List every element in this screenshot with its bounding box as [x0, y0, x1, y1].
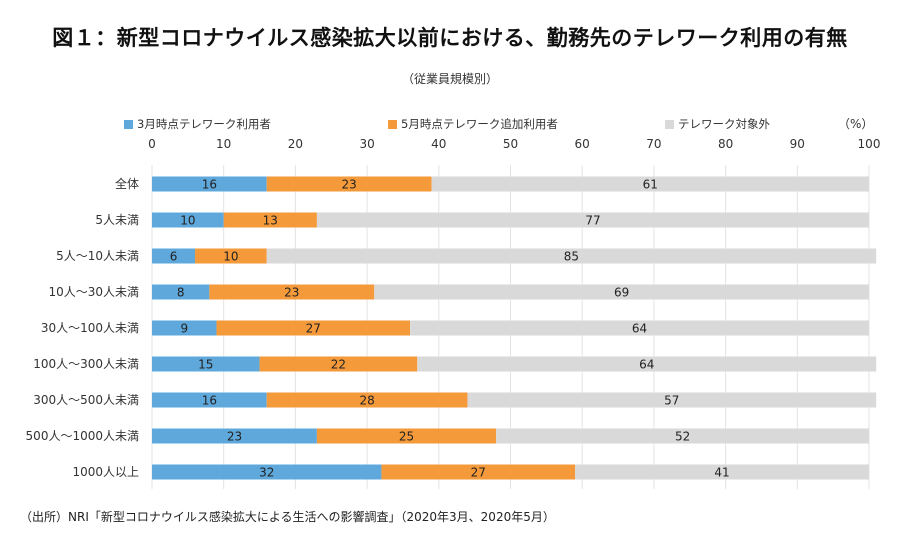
bar-segment: [410, 320, 869, 336]
bar-segment: [381, 464, 576, 480]
x-tick-label: 100: [858, 137, 881, 151]
category-label: 30人～100人未満: [41, 321, 139, 335]
legend-swatch-march: [124, 119, 133, 129]
data-label: 23: [227, 430, 242, 444]
data-label: 16: [202, 394, 217, 408]
bar-segment: [152, 212, 224, 228]
category-label: 5人未満: [95, 213, 139, 227]
bar-segment: [575, 464, 869, 480]
category-label: 5人～10人未満: [56, 249, 139, 263]
data-label: 13: [263, 214, 278, 228]
bar-segment: [266, 176, 432, 192]
data-label: 9: [180, 322, 188, 336]
data-label: 23: [284, 286, 299, 300]
bar-segment: [467, 392, 877, 408]
data-label: 27: [471, 466, 486, 480]
bar-segment: [209, 284, 375, 300]
data-label: 8: [177, 286, 185, 300]
data-label: 10: [180, 214, 195, 228]
bar-segment: [216, 320, 411, 336]
data-label: 57: [664, 394, 679, 408]
x-tick-labels: 0 10 20 30 40 50 60 70 80 90 100: [148, 137, 880, 151]
x-tick-label: 50: [503, 137, 518, 151]
bar-segment: [152, 392, 267, 408]
data-label: 10: [223, 250, 238, 264]
data-label: 41: [714, 466, 729, 480]
legend-swatch-may: [388, 119, 397, 129]
bar-segment: [152, 284, 210, 300]
gridlines: [151, 165, 870, 489]
data-label: 32: [259, 466, 274, 480]
chart-subtitle: （従業員規模別）: [401, 72, 498, 86]
bar-segment: [152, 176, 267, 192]
legend-item-may: 5月時点テレワーク追加利用者: [388, 116, 558, 132]
bar-segment: [316, 428, 497, 444]
bar-segment: [152, 320, 217, 336]
unit-label: （%）: [838, 117, 874, 131]
data-label: 64: [639, 358, 654, 372]
legend-item-march: 3月時点テレワーク利用者: [124, 116, 271, 132]
x-tick-label: 20: [288, 137, 303, 151]
data-label: 64: [632, 322, 647, 336]
legend-swatch-excluded: [665, 119, 674, 129]
source-note: （出所）NRI「新型コロナウイルス感染拡大による生活への影響調査」（2020年3…: [20, 510, 555, 524]
data-label: 52: [675, 430, 690, 444]
data-labels: 16 23 61 10 13 77 6 10 85 8 23 69 9 27 64 15 22 64 16 28 57 2…: [170, 178, 730, 480]
data-label: 25: [399, 430, 414, 444]
bar-segment: [374, 284, 869, 300]
data-label: 85: [564, 250, 579, 264]
data-label: 22: [331, 358, 346, 372]
legend-label-march: 3月時点テレワーク利用者: [137, 117, 271, 131]
data-label: 27: [306, 322, 321, 336]
data-label: 23: [342, 178, 357, 192]
category-label: 100人～300人未満: [33, 357, 139, 371]
x-tick-label: 30: [359, 137, 374, 151]
legend-label-may: 5月時点テレワーク追加利用者: [401, 117, 558, 131]
chart-title: 図１：新型コロナウイルス感染拡大以前における、勤務先のテレワーク利用の有無: [52, 26, 848, 50]
bar-segment: [266, 248, 877, 264]
x-tick-label: 0: [148, 137, 156, 151]
bars: [152, 176, 877, 480]
data-label: 69: [614, 286, 629, 300]
bar-segment: [152, 248, 196, 264]
bar-segment: [259, 356, 418, 372]
data-label: 16: [202, 178, 217, 192]
bar-segment: [195, 248, 267, 264]
bar-segment: [152, 356, 260, 372]
bar-segment: [431, 176, 869, 192]
x-tick-label: 60: [575, 137, 590, 151]
bar-segment: [152, 464, 382, 480]
category-label: 10人～30人未満: [48, 285, 139, 299]
data-label: 15: [198, 358, 213, 372]
x-tick-label: 80: [718, 137, 733, 151]
x-tick-label: 40: [431, 137, 446, 151]
bar-segment: [223, 212, 317, 228]
x-tick-label: 10: [216, 137, 231, 151]
data-label: 6: [170, 250, 178, 264]
x-tick-label: 70: [646, 137, 661, 151]
category-label: 全体: [115, 176, 139, 191]
bar-segment: [316, 212, 869, 228]
legend-item-excluded: テレワーク対象外: [665, 116, 770, 132]
bar-segment: [417, 356, 877, 372]
bar-segment: [496, 428, 869, 444]
x-tick-label: 90: [790, 137, 805, 151]
category-label: 300人～500人未満: [33, 393, 139, 407]
category-label: 1000人以上: [72, 465, 139, 479]
bar-segment: [152, 428, 317, 444]
bar-segment: [266, 392, 468, 408]
category-label: 500人～1000人未満: [26, 429, 139, 443]
category-labels: 全体 5人未満 5人～10人未満 10人～30人未満 30人～100人未満 100人～30…: [26, 176, 139, 479]
data-label: 61: [643, 178, 658, 192]
data-label: 28: [359, 394, 374, 408]
legend-label-excluded: テレワーク対象外: [678, 117, 770, 131]
data-label: 77: [585, 214, 600, 228]
